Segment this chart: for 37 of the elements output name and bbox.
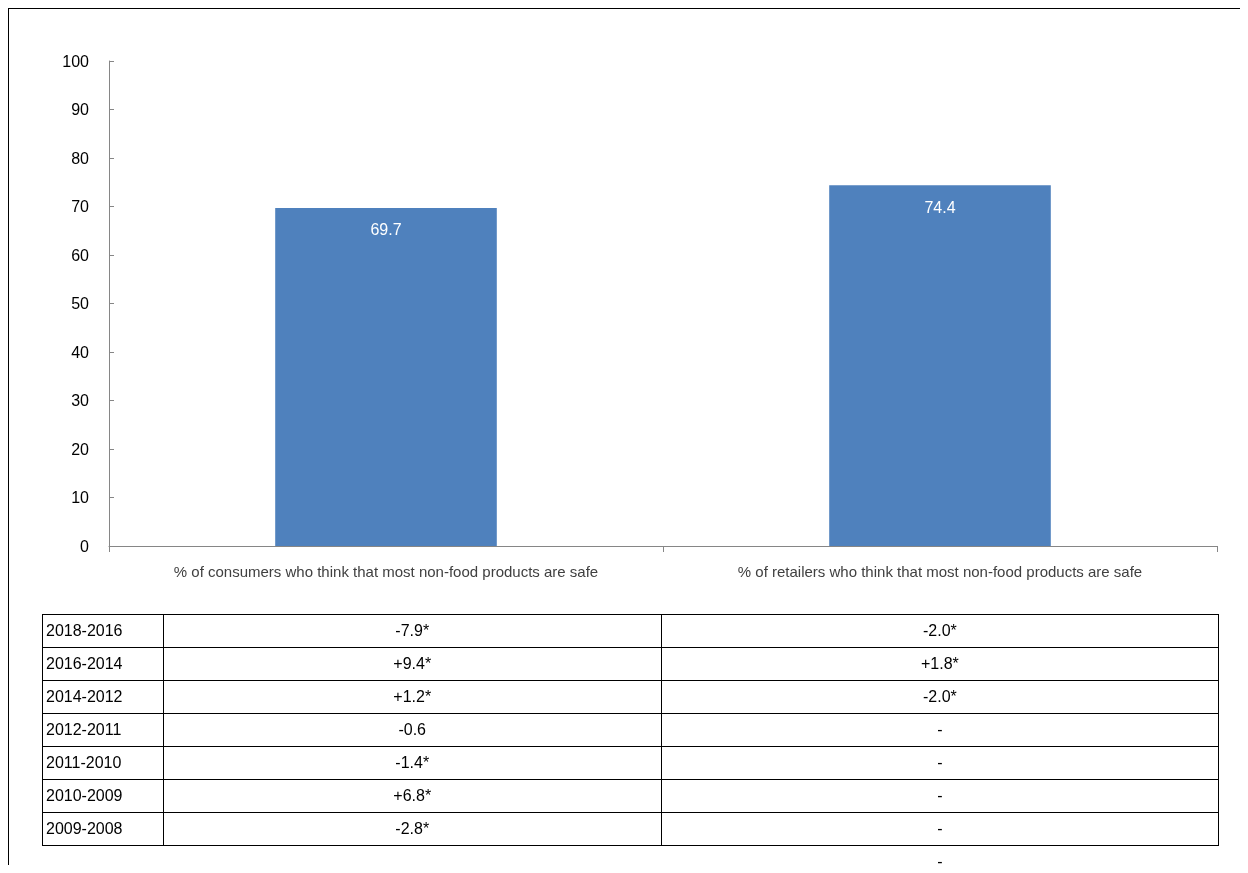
text: - xyxy=(661,779,1219,813)
x-tick-label: % of consumers who think that most non-food products are safe xyxy=(173,562,599,580)
text: -2.0* xyxy=(661,614,1219,648)
text: -7.9* xyxy=(163,614,662,648)
data-label: 74.4 xyxy=(924,198,956,216)
x-tick-label: % of retailers who think that most non-food products are safe xyxy=(737,562,1143,580)
y-tick-label: 80 xyxy=(71,149,90,167)
y-tick-label: 90 xyxy=(71,101,90,118)
text: +1.2* xyxy=(163,680,662,714)
y-tick-label: 40 xyxy=(71,343,90,361)
text: - xyxy=(661,746,1219,780)
text: 2018-2016 xyxy=(42,614,164,648)
text: 2009-2008 xyxy=(42,812,164,846)
text: 2011-2010 xyxy=(42,746,164,780)
text: 2012-2011 xyxy=(42,713,164,747)
text: - xyxy=(661,812,1219,846)
y-tick-label: 60 xyxy=(71,246,90,264)
text: -0.6 xyxy=(163,713,662,747)
text: - xyxy=(661,713,1219,747)
y-tick-label: 20 xyxy=(71,440,90,458)
text: 2010-2009 xyxy=(42,779,164,813)
text: 2014-2012 xyxy=(42,680,164,714)
y-tick-label: 100 xyxy=(62,52,90,70)
text: +6.8* xyxy=(163,779,662,813)
text: -2.0* xyxy=(661,680,1219,714)
y-tick-label: 10 xyxy=(71,489,90,506)
data-label: 69.7 xyxy=(370,221,402,239)
y-tick-label: 0 xyxy=(80,537,90,555)
text: - xyxy=(936,852,944,872)
text: -1.4* xyxy=(163,746,662,780)
text: 2016-2014 xyxy=(42,647,164,681)
text: +9.4* xyxy=(163,647,662,681)
y-tick-label: 50 xyxy=(71,295,90,312)
y-tick-label: 30 xyxy=(71,392,90,409)
text: -2.8* xyxy=(163,812,662,846)
y-tick-label: 70 xyxy=(71,198,90,215)
text: +1.8* xyxy=(661,647,1219,681)
